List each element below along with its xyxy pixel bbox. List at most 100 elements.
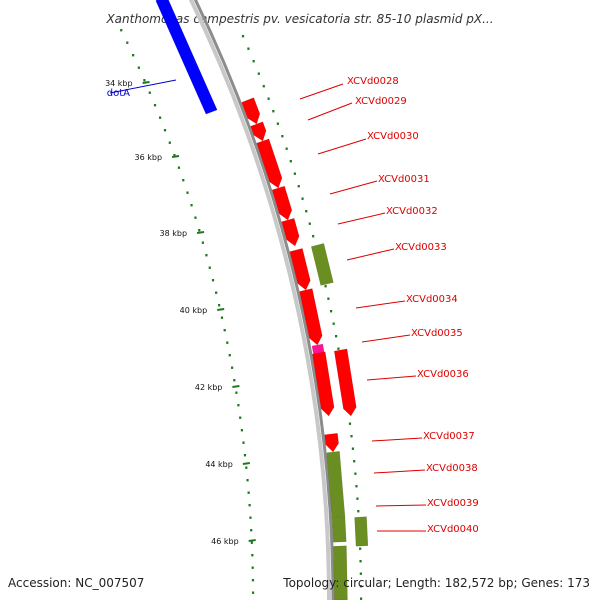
scale-tick-label: 38 kbp	[160, 229, 188, 238]
label-leader-line	[371, 437, 423, 442]
label-leader-line	[355, 300, 406, 309]
scale-dots	[120, 29, 255, 594]
label-leader-line	[329, 180, 378, 195]
track-dot	[350, 435, 353, 438]
label-leader-line	[307, 102, 353, 121]
scale-dot	[126, 41, 129, 44]
gene-label-dota[interactable]: dotA	[107, 88, 130, 99]
scale-dot	[235, 391, 238, 394]
track-dot	[355, 485, 358, 488]
scale-dot	[245, 466, 248, 469]
scale-dot	[215, 291, 218, 294]
track-dot	[252, 60, 255, 63]
scale-dot	[249, 516, 252, 519]
scale-dot	[205, 254, 208, 257]
backbone-shadow	[188, 0, 331, 600]
track-dot	[353, 460, 356, 463]
scale-dot	[242, 441, 245, 444]
gene-label-xcvd0029[interactable]: XCVd0029	[355, 96, 407, 107]
gene-label-xcvd0036[interactable]: XCVd0036	[417, 369, 469, 380]
track-dot	[334, 335, 338, 338]
scale-dot	[239, 416, 242, 419]
gene-arrow-xcvd0032	[281, 217, 300, 247]
gene-label-xcvd0040[interactable]: XCVd0040	[427, 524, 479, 535]
scale-tick	[142, 81, 150, 84]
gene-arrow-xcvd0040	[326, 451, 346, 518]
gene-label-xcvd0031[interactable]: XCVd0031	[378, 174, 430, 185]
gene-arrow-xcvd0034	[289, 248, 311, 291]
track-dot	[348, 422, 352, 425]
scale-tick	[171, 155, 180, 158]
scale-ticks: 34 kbp 36 kbp 38 kbp 40 kbp 42 kbp 44 kbp 46 k…	[105, 79, 256, 546]
scale-tick	[232, 385, 240, 388]
track-dot	[327, 297, 330, 300]
track-dot	[305, 210, 308, 213]
track-dot	[262, 85, 265, 88]
gene-arrows	[155, 0, 369, 600]
scale-dot	[250, 541, 253, 544]
track-dot	[276, 122, 279, 125]
scale-dot	[173, 154, 176, 157]
scale-dot	[211, 279, 215, 282]
scale-dot	[243, 454, 247, 457]
scale-dot	[251, 554, 254, 557]
track-dot	[359, 597, 363, 600]
gene-arrow-dota	[155, 0, 218, 115]
scale-dot	[220, 316, 224, 319]
track-dot	[356, 497, 359, 500]
track-dot	[293, 172, 296, 175]
scale-dot	[182, 179, 185, 182]
label-leader-line	[299, 83, 344, 100]
track-dot	[354, 472, 357, 475]
gene-label-xcvd0030[interactable]: XCVd0030	[367, 131, 419, 142]
scale-dot	[163, 129, 167, 132]
gene-label-xcvd0028[interactable]: XCVd0028	[347, 76, 399, 87]
scale-dot	[177, 166, 181, 169]
gene-arrow-xcvd0028	[241, 97, 261, 125]
gene-arrow-xcvd0039	[324, 432, 339, 453]
track-dot	[281, 135, 284, 138]
plasmid-backbone	[193, 0, 335, 600]
scale-dot	[148, 91, 151, 94]
gene-arrow-xcvd0030	[256, 138, 283, 189]
track-dot	[272, 110, 275, 113]
scale-dot	[201, 241, 204, 244]
track-dot	[312, 235, 315, 238]
scale-dot	[250, 529, 253, 532]
topology-summary-text: Topology: circular; Length: 182,572 bp; …	[282, 576, 590, 590]
label-leader-line	[373, 469, 426, 474]
track-dot	[357, 510, 360, 513]
gene-arrow-xcvd0040	[331, 516, 347, 543]
scale-dot	[246, 479, 249, 482]
accession-text: Accession: NC_007507	[8, 576, 144, 590]
gene-arrow-xcvd0040	[354, 516, 369, 547]
gene-label-xcvd0035[interactable]: XCVd0035	[411, 328, 463, 339]
track-dot	[351, 447, 355, 450]
scale-dot	[228, 354, 231, 357]
scale-tick	[217, 308, 225, 311]
gene-label-xcvd0034[interactable]: XCVd0034	[406, 294, 458, 305]
gene-arrow-xcvd0035	[299, 288, 323, 346]
gene-label-xcvd0038[interactable]: XCVd0038	[426, 463, 478, 474]
scale-dot	[251, 591, 255, 594]
scale-dot	[153, 104, 157, 107]
scale-tick	[242, 462, 250, 465]
track-dot	[247, 47, 250, 50]
gene-label-xcvd0039[interactable]: XCVd0039	[427, 498, 479, 509]
label-leader-line	[337, 212, 386, 225]
gene-label-xcvd0037[interactable]: XCVd0037	[423, 431, 475, 442]
track-dot	[267, 97, 270, 100]
gene-label-xcvd0033[interactable]: XCVd0033	[395, 242, 447, 253]
scale-dot	[137, 66, 140, 69]
track-dot	[332, 322, 335, 325]
label-leader-line	[317, 138, 367, 155]
track-dot	[301, 197, 304, 200]
gene-label-xcvd0032[interactable]: XCVd0032	[386, 206, 438, 217]
track-dot	[329, 310, 333, 313]
scale-tick	[248, 539, 256, 542]
scale-dot	[186, 191, 189, 194]
gene-labels: dotA XCVd0028 XCVd0029 XCVd0030 XCVd0031 XCVd…	[107, 76, 479, 535]
track-dot	[285, 147, 288, 150]
scale-dot	[240, 429, 244, 432]
scale-tick-label: 46 kbp	[211, 537, 239, 546]
